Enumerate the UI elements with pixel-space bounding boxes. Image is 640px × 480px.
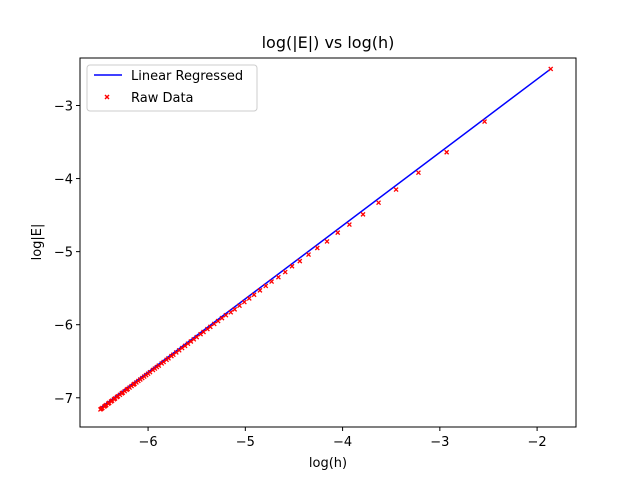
- y-tick-label: −3: [54, 99, 73, 114]
- x-tick-label: −3: [430, 435, 449, 450]
- raw-data-point: [246, 295, 252, 301]
- raw-data-point: [228, 309, 234, 315]
- x-tick-label: −5: [236, 435, 255, 450]
- raw-data-point: [275, 274, 281, 280]
- raw-data-point: [415, 170, 421, 176]
- raw-data-point: [444, 149, 450, 155]
- plot-frame: [79, 57, 577, 428]
- raw-data-point: [223, 312, 229, 318]
- raw-data-point: [482, 119, 488, 125]
- raw-data-point: [237, 303, 242, 309]
- raw-data-point: [306, 252, 312, 258]
- x-tick-label: −4: [333, 435, 352, 450]
- raw-data-point: [269, 279, 275, 285]
- raw-data-point: [232, 306, 238, 312]
- raw-data-point: [360, 211, 366, 217]
- legend-entry-linear-regressed: Linear Regressed: [131, 69, 243, 84]
- raw-data-point: [215, 318, 221, 324]
- raw-data-point: [219, 315, 225, 321]
- plot-marks: [97, 66, 554, 412]
- raw-data-point: [335, 230, 341, 236]
- x-axis-ticks: −6 −5 −4 −3 −2: [138, 427, 547, 450]
- raw-data-point: [314, 245, 320, 251]
- raw-data-point: [393, 187, 399, 192]
- raw-data-point: [211, 321, 217, 327]
- legend-box: [86, 64, 258, 112]
- y-axis-label: log|E|: [30, 224, 45, 261]
- raw-data-point: [346, 222, 352, 228]
- y-tick-label: −5: [54, 246, 73, 261]
- y-axis-ticks: −7 −6 −5 −4 −3: [54, 99, 80, 407]
- raw-data-point: [376, 200, 382, 206]
- raw-data-point: [282, 269, 288, 275]
- chart-title: log(|E|) vs log(h): [262, 33, 395, 52]
- x-tick-label: −6: [138, 435, 157, 450]
- raw-data-point: [97, 407, 103, 412]
- y-tick-label: −7: [54, 392, 73, 407]
- x-axis-label: log(h): [309, 456, 347, 471]
- x-tick-label: −2: [528, 435, 547, 450]
- legend: Linear Regressed Raw Data: [86, 64, 258, 112]
- y-tick-label: −6: [54, 319, 73, 334]
- legend-x-marker-swatch: [104, 94, 110, 100]
- legend-entry-raw-data: Raw Data: [131, 91, 194, 106]
- y-tick-label: −4: [54, 173, 73, 188]
- raw-data-point: [257, 287, 263, 293]
- raw-data-point: [324, 238, 330, 244]
- raw-data-point: [297, 258, 303, 264]
- raw-data-point: [289, 263, 295, 269]
- raw-data-point: [251, 292, 257, 298]
- raw-data-point: [263, 283, 269, 289]
- raw-data-point: [548, 66, 554, 72]
- raw-data-point: [204, 326, 210, 332]
- raw-data-point: [241, 299, 247, 305]
- raw-data-point: [198, 331, 204, 337]
